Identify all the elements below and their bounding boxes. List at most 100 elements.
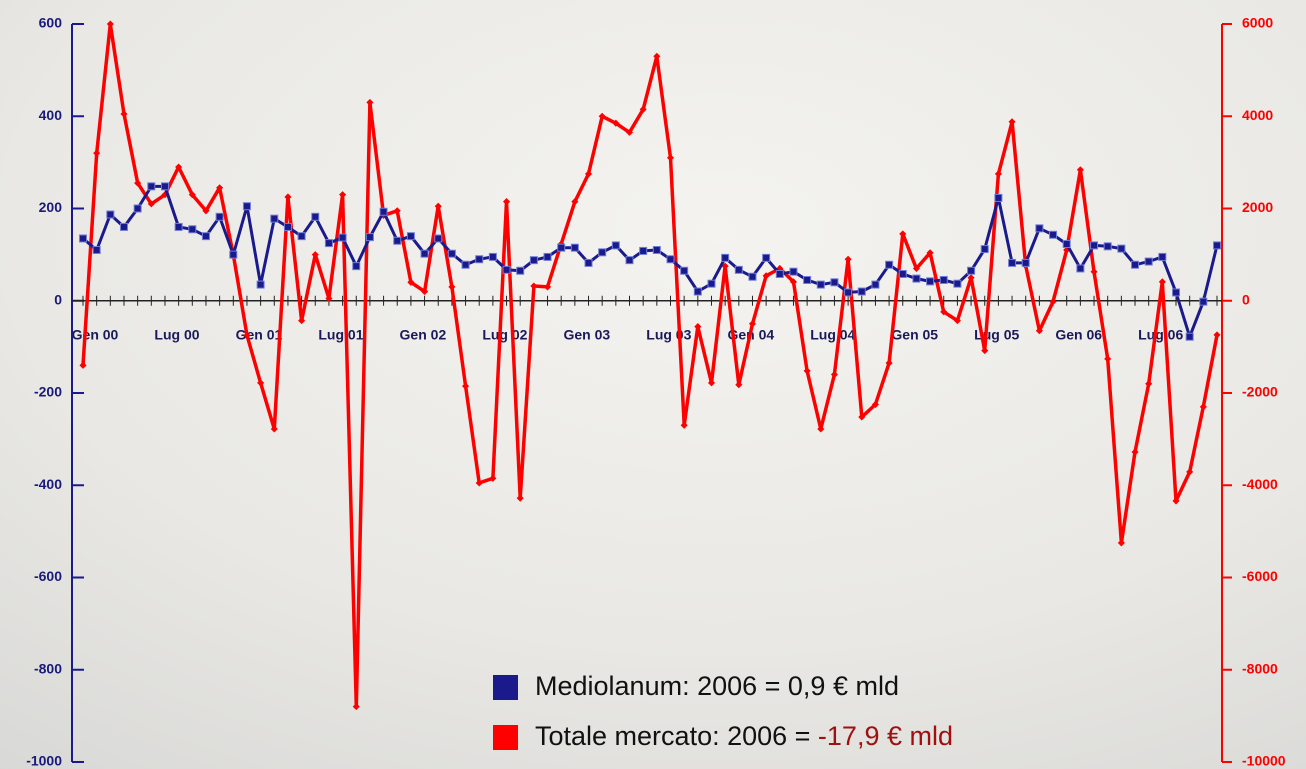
point-marker xyxy=(652,246,661,255)
point-marker xyxy=(284,193,292,201)
y2-tick-label: -2000 xyxy=(1242,384,1278,400)
point-marker xyxy=(775,269,784,278)
point-marker xyxy=(612,119,620,127)
point-marker xyxy=(462,382,470,390)
point-marker xyxy=(543,252,552,261)
point-marker xyxy=(1144,257,1153,266)
point-marker xyxy=(79,361,87,369)
point-marker xyxy=(352,262,361,271)
y2-tick-label: 2000 xyxy=(1242,199,1273,215)
point-marker xyxy=(885,359,893,367)
point-marker xyxy=(584,258,593,267)
point-marker xyxy=(899,230,907,238)
point-marker xyxy=(543,283,552,291)
point-marker xyxy=(242,202,251,211)
x-tick-label: Lug 01 xyxy=(318,326,363,342)
point-marker xyxy=(625,256,634,265)
point-marker xyxy=(1062,240,1071,249)
y-tick-label: -800 xyxy=(34,660,62,676)
point-marker xyxy=(830,371,838,379)
point-marker xyxy=(625,128,634,136)
point-marker xyxy=(406,232,415,241)
point-marker xyxy=(707,379,716,387)
point-marker xyxy=(311,251,319,259)
point-marker xyxy=(421,287,429,296)
y-tick-label: 200 xyxy=(39,199,63,215)
point-marker xyxy=(174,222,183,231)
point-marker xyxy=(1158,252,1167,261)
point-marker xyxy=(653,52,661,60)
point-marker xyxy=(871,280,880,289)
point-marker xyxy=(639,105,647,113)
point-marker xyxy=(530,282,538,290)
point-marker xyxy=(898,269,907,278)
x-tick-label: Lug 06 xyxy=(1138,326,1183,342)
point-marker xyxy=(119,222,128,231)
point-marker xyxy=(147,200,155,208)
point-marker xyxy=(571,198,579,206)
y2-tick-label: -10000 xyxy=(1242,753,1286,769)
y2-tick-label: -8000 xyxy=(1242,660,1278,676)
point-marker xyxy=(1021,258,1030,267)
y-tick-label: -400 xyxy=(34,476,62,492)
point-marker xyxy=(885,260,894,269)
point-marker xyxy=(1008,258,1017,267)
point-marker xyxy=(557,243,566,252)
point-marker xyxy=(789,267,798,276)
point-marker xyxy=(175,163,183,171)
point-marker xyxy=(201,232,210,241)
x-tick-label: Lug 00 xyxy=(154,326,199,342)
point-marker xyxy=(503,198,511,206)
point-marker xyxy=(721,253,730,262)
point-marker xyxy=(953,279,962,288)
point-marker xyxy=(270,214,279,223)
point-marker xyxy=(298,317,306,325)
point-marker xyxy=(461,260,470,269)
point-marker xyxy=(748,320,757,328)
point-marker xyxy=(502,265,511,274)
point-marker xyxy=(516,266,525,275)
point-marker xyxy=(953,317,961,325)
point-marker xyxy=(120,110,128,118)
point-marker xyxy=(393,207,401,215)
point-marker xyxy=(93,149,101,157)
point-marker xyxy=(1090,241,1099,250)
point-marker xyxy=(981,347,989,355)
point-marker xyxy=(489,474,497,482)
point-marker xyxy=(324,239,333,248)
point-marker xyxy=(243,331,251,339)
x-tick-label: Lug 02 xyxy=(482,326,527,342)
x-tick-label: Gen 02 xyxy=(400,326,447,342)
point-marker xyxy=(283,222,292,231)
point-marker xyxy=(188,191,196,199)
point-marker xyxy=(475,479,483,487)
point-marker xyxy=(365,233,374,242)
point-marker xyxy=(434,234,443,243)
point-marker xyxy=(857,287,866,296)
point-marker xyxy=(994,193,1003,202)
y2-tick-label: 6000 xyxy=(1242,15,1273,31)
point-marker xyxy=(366,98,374,106)
point-marker xyxy=(611,241,620,250)
point-marker xyxy=(188,225,197,234)
point-marker xyxy=(160,182,169,191)
point-marker xyxy=(762,253,771,262)
y-tick-label: 0 xyxy=(54,291,62,307)
point-marker xyxy=(721,262,729,270)
x-tick-label: Gen 01 xyxy=(236,326,283,342)
point-marker xyxy=(980,245,989,254)
x-tick-label: Gen 00 xyxy=(72,326,119,342)
point-marker xyxy=(693,287,702,296)
point-marker xyxy=(803,275,812,284)
point-marker xyxy=(270,425,278,433)
point-marker xyxy=(912,274,921,283)
y-tick-label: 600 xyxy=(39,15,63,31)
point-marker xyxy=(967,266,976,275)
point-marker xyxy=(844,255,852,263)
point-marker xyxy=(1131,260,1140,269)
point-marker xyxy=(1185,332,1194,341)
point-marker xyxy=(680,266,689,275)
point-marker xyxy=(694,323,702,331)
y-tick-label: -1000 xyxy=(26,753,62,769)
